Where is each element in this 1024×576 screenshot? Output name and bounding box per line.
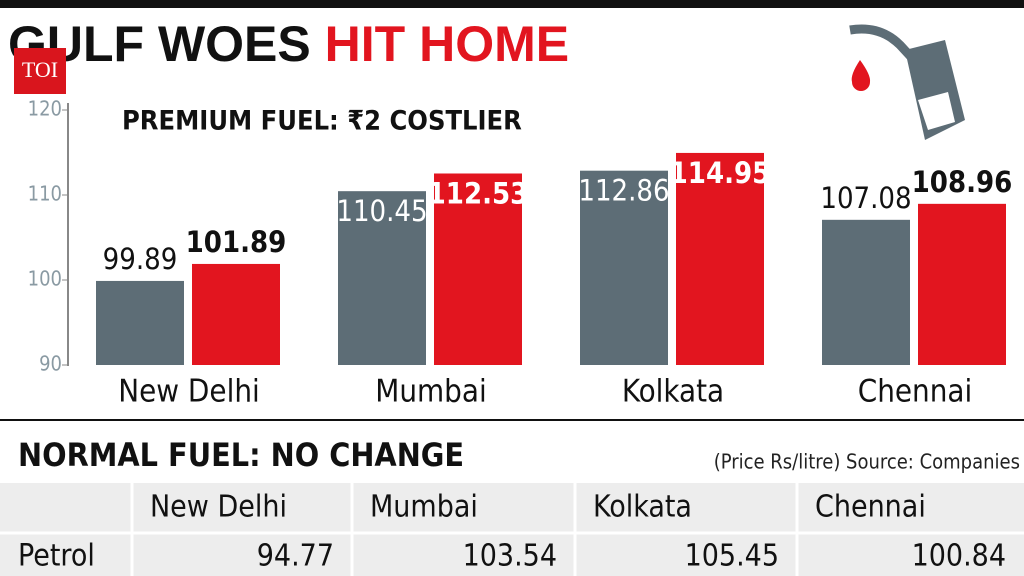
value-label: 114.95 <box>670 156 771 190</box>
title: GULF WOES HIT HOME <box>8 16 569 72</box>
bar <box>96 280 184 365</box>
bar <box>192 263 280 365</box>
column-header: Kolkata <box>593 490 692 525</box>
logo: TOI <box>22 57 58 82</box>
y-tick-label: 120 <box>28 97 62 121</box>
cell: 94.77 <box>257 539 334 574</box>
title-red: HIT HOME <box>325 16 569 72</box>
bar <box>434 173 522 365</box>
table-title: NORMAL FUEL: NO CHANGE <box>18 436 464 474</box>
y-tick-label: 100 <box>28 267 62 291</box>
cell: 100.84 <box>912 539 1006 574</box>
bar <box>918 203 1006 365</box>
y-tick-label: 90 <box>39 352 62 376</box>
logo-box <box>14 48 66 94</box>
value-label: 99.89 <box>103 242 178 276</box>
x-tick-label: Mumbai <box>375 374 486 410</box>
pump-icon <box>849 24 965 140</box>
bar <box>822 219 910 365</box>
row-label: Petrol <box>18 539 95 574</box>
bar <box>580 170 668 365</box>
chart-title: PREMIUM FUEL: ₹2 COSTLIER <box>122 106 522 137</box>
x-tick-label: New Delhi <box>118 374 260 410</box>
value-label: 101.89 <box>186 225 287 259</box>
column-header: New Delhi <box>150 490 287 525</box>
bar <box>338 191 426 365</box>
x-tick-label: Chennai <box>858 374 973 410</box>
cell: 103.54 <box>463 539 557 574</box>
top-bar <box>0 0 1024 8</box>
value-label: 108.96 <box>912 165 1013 199</box>
column-header: Mumbai <box>370 490 478 525</box>
value-label: 110.45 <box>336 194 427 228</box>
y-tick-label: 110 <box>28 182 62 206</box>
value-label: 112.53 <box>428 176 529 210</box>
table-bg <box>0 483 1024 576</box>
value-label: 112.86 <box>578 174 669 208</box>
x-tick-label: Kolkata <box>622 374 724 410</box>
column-header: Chennai <box>815 490 926 525</box>
bar <box>676 152 764 365</box>
value-label: 107.08 <box>820 181 911 215</box>
cell: 105.45 <box>685 539 779 574</box>
table-note: (Price Rs/litre) Source: Companies <box>714 450 1020 474</box>
